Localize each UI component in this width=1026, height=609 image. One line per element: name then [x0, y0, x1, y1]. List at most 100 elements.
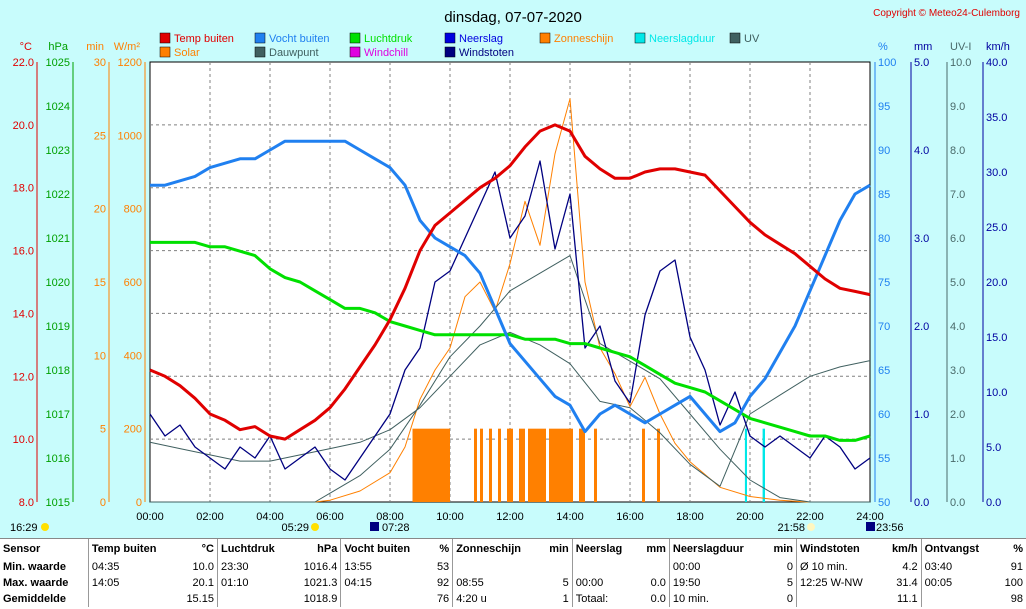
legend-label: Neerslag	[459, 33, 503, 45]
stats-cell-value: 1021.3	[303, 577, 338, 589]
right-axis-tick: 20.0	[986, 277, 1007, 289]
series-line-uv	[150, 255, 870, 503]
x-tick-label: 20:00	[736, 511, 764, 523]
sunrise-label: 05:29	[281, 522, 309, 534]
stats-cell-value: 11.1	[897, 593, 918, 605]
stats-header-unit: °C	[201, 543, 214, 555]
right-axis-unit: km/h	[986, 41, 1010, 53]
civil-dusk-label: 23:56	[876, 522, 904, 534]
legend-label: Dauwpunt	[269, 47, 319, 59]
right-axis-tick: 95	[878, 101, 890, 113]
right-axis-tick: 0.0	[914, 497, 929, 509]
x-tick-label: 12:00	[496, 511, 524, 523]
x-tick-label: 00:00	[136, 511, 164, 523]
stats-cell-value: 53	[436, 561, 450, 573]
legend-swatch	[729, 32, 741, 44]
left-axis-tick: 30	[94, 57, 106, 69]
right-axis-tick: 15.0	[986, 332, 1007, 344]
stats-header: Temp buiten	[87, 539, 176, 559]
right-axis-tick: 0.0	[986, 497, 1001, 509]
x-tick-label: 14:00	[556, 511, 584, 523]
series-line-temp-buiten	[149, 123, 871, 441]
right-axis-unit: UV-I	[950, 41, 971, 53]
stats-cell-time: 23:30	[216, 559, 292, 575]
stats-header-unit: km/h	[891, 543, 918, 555]
stats-header-unit: hPa	[317, 543, 338, 555]
legend-swatch	[159, 32, 171, 44]
left-axis-unit: min	[86, 41, 104, 53]
zonneschijn-bar	[423, 428, 450, 502]
sun-icon	[311, 523, 319, 531]
right-axis-tick: 2.0	[914, 321, 929, 333]
x-tick-label: 06:00	[316, 511, 344, 523]
stats-header-unit: min	[549, 543, 569, 555]
left-axis-tick: 1019	[46, 321, 70, 333]
stats-cell-value: 4.2	[902, 561, 918, 573]
sun-label-left: 16:29	[10, 522, 38, 534]
stats-cell-value: 92	[436, 577, 450, 589]
right-axis-tick: 75	[878, 277, 890, 289]
zonneschijn-bar	[474, 428, 477, 502]
weather-chart: dinsdag, 07-07-2020 Copyright © Meteo24-…	[10, 8, 1020, 534]
left-axis-tick: 0	[136, 497, 142, 509]
right-axis-unit: %	[878, 41, 888, 53]
legend-swatch	[444, 32, 456, 44]
stats-cell-time: 08:55	[452, 575, 541, 591]
right-axis-tick: 100	[878, 57, 896, 69]
legend-swatch	[539, 32, 551, 44]
x-tick-label: 18:00	[676, 511, 704, 523]
stats-cell-value: 98	[1010, 593, 1023, 605]
left-axis-tick: 15	[94, 277, 106, 289]
stats-cell-time: 00:05	[920, 575, 996, 591]
x-tick-label: 08:00	[376, 511, 404, 523]
right-axis-tick: 60	[878, 409, 890, 421]
stats-cell-value: 0.0	[650, 577, 666, 589]
right-axis-tick: 10.0	[950, 57, 971, 69]
zonneschijn-bar	[480, 428, 483, 502]
legend-label: UV	[744, 33, 760, 45]
stats-cell-time: 04:15	[340, 575, 430, 591]
stats-cell-value: 0	[786, 593, 793, 605]
legend-swatch	[159, 46, 171, 58]
stats-cell-time: 19:50	[668, 575, 765, 591]
stats-cell-time	[571, 559, 638, 575]
left-axis-tick: 10.0	[13, 434, 34, 446]
stats-header-unit: %	[439, 543, 450, 555]
stats-cell-time: 10 min.	[668, 591, 765, 607]
zonneschijn-bar	[594, 428, 597, 502]
stats-header-unit: min	[773, 543, 793, 555]
stats-header: Sensor	[3, 543, 41, 555]
right-axis-tick: 8.0	[950, 145, 965, 157]
stats-cell-value: 0	[786, 561, 793, 573]
stats-header: Ontvangst	[920, 539, 996, 559]
stats-header-unit: mm	[646, 543, 666, 555]
stats-cell-time: 04:35	[87, 559, 176, 575]
right-axis-tick: 35.0	[986, 112, 1007, 124]
stats-cell-value	[637, 559, 669, 575]
left-axis-tick: 16.0	[13, 246, 34, 258]
right-axis-tick: 55	[878, 453, 890, 465]
x-tick-label: 24:00	[856, 511, 884, 523]
left-axis-tick: 1017	[46, 409, 70, 421]
x-tick-label: 04:00	[256, 511, 284, 523]
legend-label: Solar	[174, 47, 200, 59]
legend-label: Neerslagduur	[649, 33, 715, 45]
left-axis-tick: 0	[100, 497, 106, 509]
sun-icon	[41, 523, 49, 531]
stats-row: Gemiddelde 15.15 1018.9 76 4:20 u 1 Totaal: 0.0…	[0, 591, 1026, 607]
stats-header-unit: %	[1013, 543, 1023, 555]
left-axis-tick: 25	[94, 130, 106, 142]
right-axis-tick: 5.0	[986, 442, 1001, 454]
right-axis-tick: 80	[878, 233, 890, 245]
zonneschijn-bar	[549, 428, 573, 502]
left-axis-tick: 12.0	[13, 371, 34, 383]
left-axis-tick: 600	[124, 277, 142, 289]
series-line-dauwpunt	[149, 331, 871, 487]
left-axis-tick: 1025	[46, 57, 70, 69]
zonneschijn-bar	[528, 428, 546, 502]
stats-cell-time: 03:40	[920, 559, 996, 575]
right-axis-tick: 1.0	[950, 453, 965, 465]
stats-header: Zonneschijn	[452, 539, 541, 559]
sun-markers: 16:29 05:29 07:28 21:58 23:56	[10, 522, 904, 534]
x-tick-label: 16:00	[616, 511, 644, 523]
